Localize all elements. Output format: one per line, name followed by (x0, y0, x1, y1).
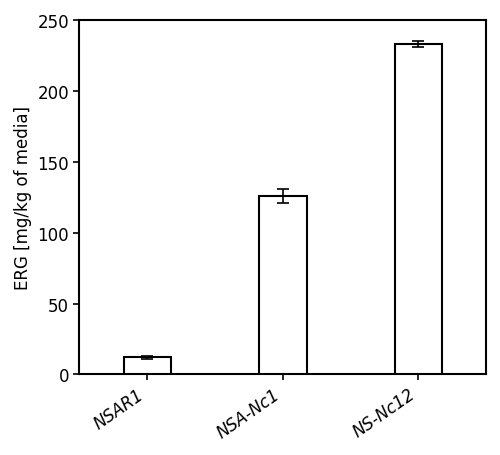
Bar (124, 358, 171, 374)
Bar (259, 196, 306, 374)
Bar (394, 45, 442, 374)
Y-axis label: ERG [mg/kg of media]: ERG [mg/kg of media] (14, 106, 32, 289)
